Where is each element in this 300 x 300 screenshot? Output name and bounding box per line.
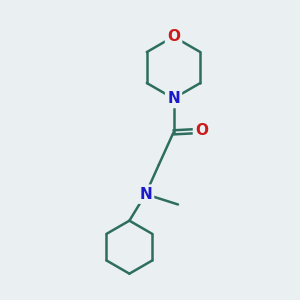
Text: O: O — [195, 123, 208, 138]
Text: O: O — [167, 29, 180, 44]
Text: N: N — [167, 91, 180, 106]
Text: N: N — [139, 187, 152, 202]
